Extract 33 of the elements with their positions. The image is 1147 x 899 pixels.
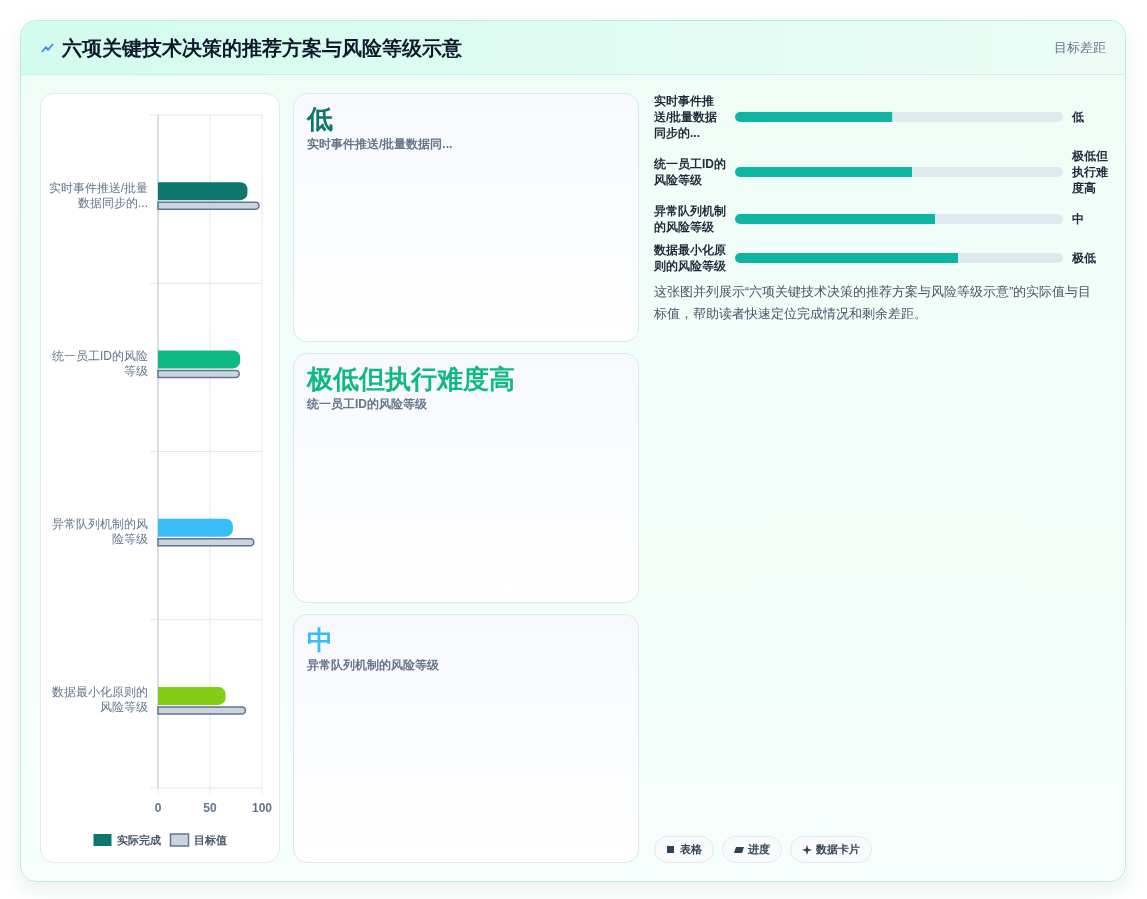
x-tick-label: 100 <box>251 801 273 815</box>
y-tick-label: 异常队列机制的风险等级 <box>654 203 727 235</box>
text: 目标差距 <box>1054 40 1106 57</box>
x-tick-label: 0 <box>154 801 162 815</box>
text: 低 <box>307 104 333 134</box>
y-tick-label: 数据最小化原则的风险等级 <box>52 685 148 715</box>
category-label: 统一员工ID的风险等级 <box>307 396 428 413</box>
text: 中 <box>1072 211 1085 227</box>
bar <box>158 350 241 369</box>
y-tick-label: 异常队列机制的风险等级 <box>52 517 148 547</box>
legend-label: 目标值 <box>193 834 227 846</box>
y-tick-label: 统一员工ID的风险等级 <box>654 156 727 188</box>
text: 六项关键技术决策的推荐方案与风险等级示意 <box>62 36 462 61</box>
bar <box>158 182 248 201</box>
y-tick-label: 统一员工ID的风险等级 <box>52 348 148 378</box>
annotation: 这张图并列展示“六项关键技术决策的推荐方案与风险等级示意”的实际值与目标值，帮助读者快速定位完成情况和剩余差距。 <box>654 284 1093 323</box>
y-tick-label: 数据最小化原则的风险等级 <box>654 242 727 274</box>
text: 极低但执行难度高 <box>307 364 515 395</box>
text: 数据卡片 <box>816 842 860 857</box>
x-tick-label: 50 <box>203 801 217 815</box>
text: 中 <box>307 624 333 655</box>
text: 极低 <box>1072 250 1097 266</box>
text: 进度 <box>748 842 770 857</box>
legend-label: 实际完成 <box>116 834 161 846</box>
category-label: 异常队列机制的风险等级 <box>307 656 440 673</box>
category-label: 实时事件推送/批量数据同... <box>307 136 454 152</box>
y-tick-label: 实时事件推送/批量数据同步的... <box>48 180 148 210</box>
text: 低 <box>1072 109 1085 125</box>
text: 表格 <box>680 842 702 857</box>
bar <box>158 686 226 705</box>
y-tick-label: 实时事件推送/批量数据同步的... <box>654 93 719 141</box>
text: 极低但执行难度高 <box>1072 148 1109 196</box>
bar <box>158 518 233 537</box>
